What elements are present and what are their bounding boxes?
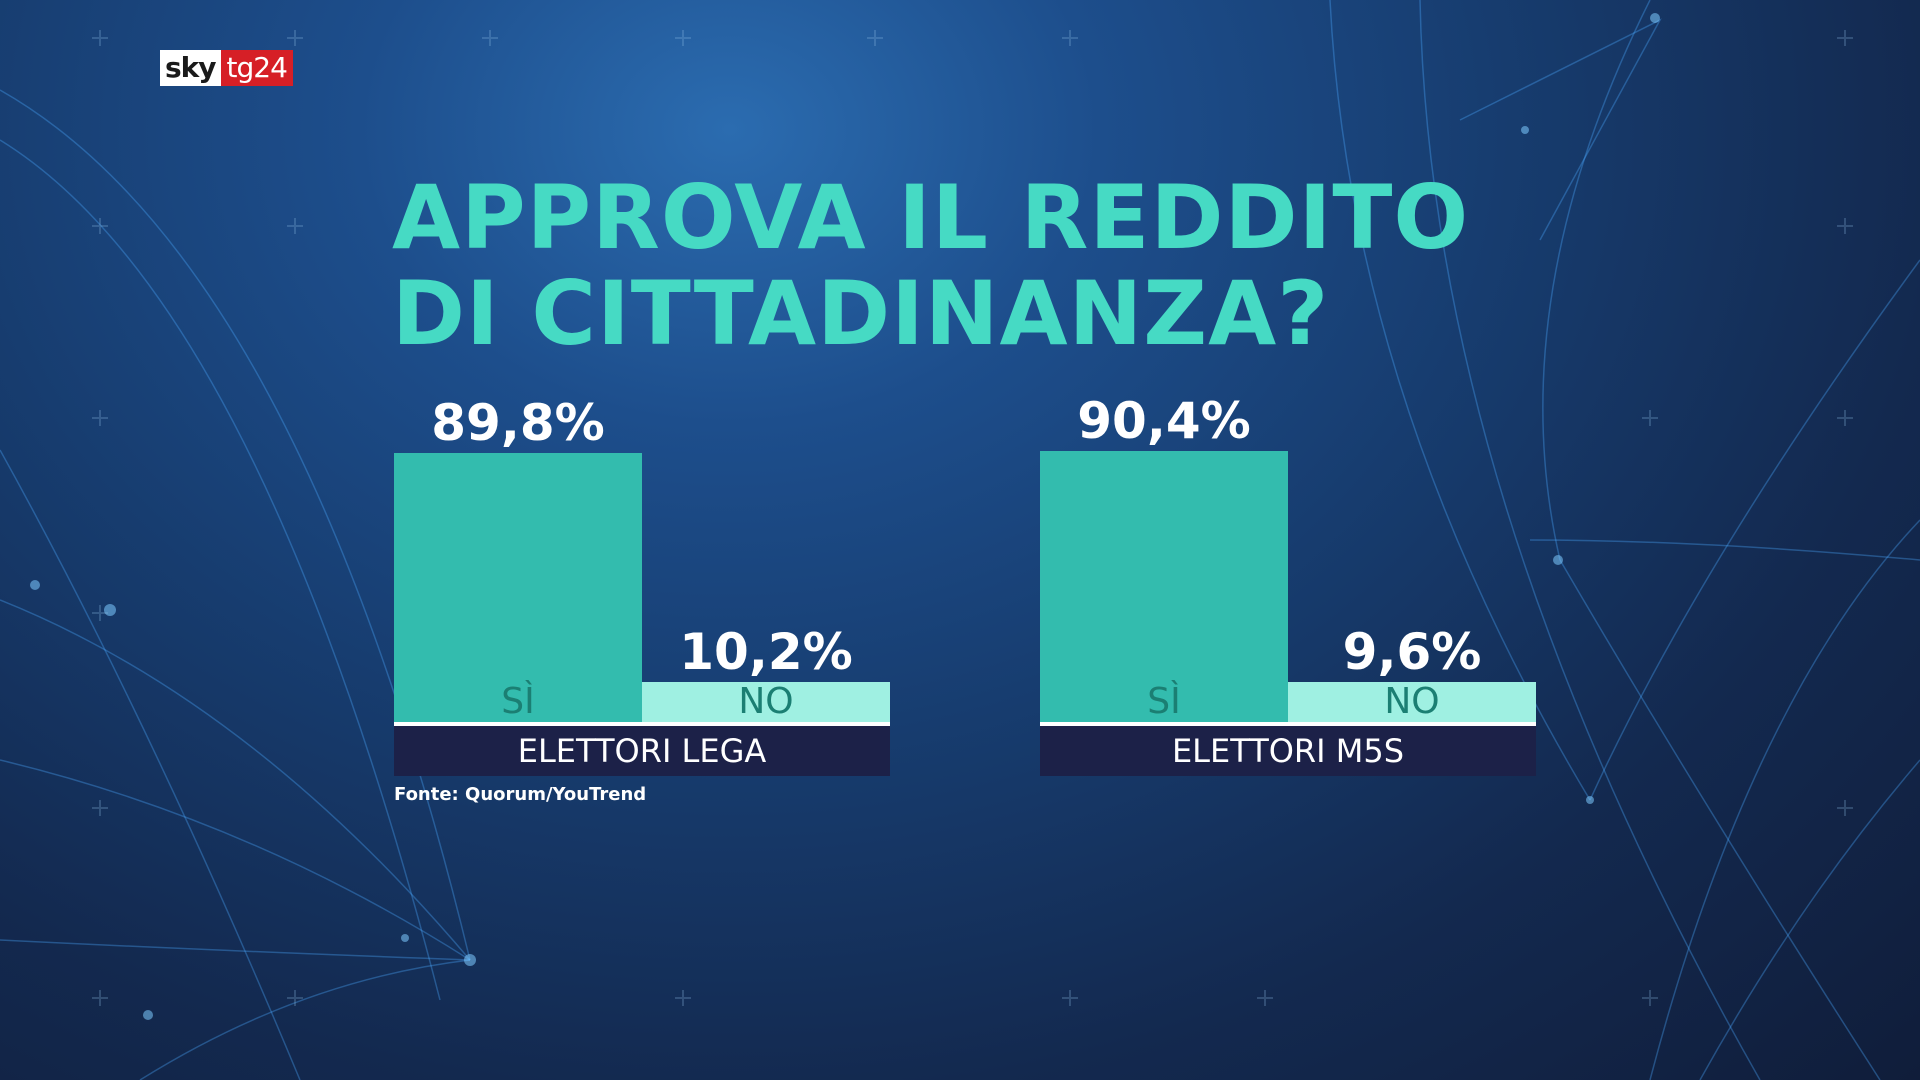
group-label-lega: ELETTORI LEGA — [394, 726, 890, 776]
bar-label-yes: SÌ — [1147, 681, 1181, 722]
value-label-yes: 89,8% — [431, 394, 605, 452]
bar-no: NO — [1288, 681, 1536, 722]
bar-no: NO — [642, 681, 890, 722]
chart-baseline — [1040, 722, 1536, 726]
value-label-no: 9,6% — [1342, 623, 1482, 681]
bar-label-no: NO — [738, 681, 794, 722]
bar-yes: SÌ — [394, 453, 642, 722]
chart-title: APPROVA IL REDDITO DI CITTADINANZA? — [392, 170, 1469, 362]
bar-label-no: NO — [1384, 681, 1440, 722]
title-line-1: APPROVA IL REDDITO — [392, 166, 1470, 269]
bar-label-yes: SÌ — [501, 681, 535, 722]
value-label-no: 10,2% — [679, 623, 853, 681]
bar-yes: SÌ — [1040, 451, 1288, 722]
value-label-yes: 90,4% — [1077, 392, 1251, 450]
chart-baseline — [394, 722, 890, 726]
source-note: Fonte: Quorum/YouTrend — [394, 784, 647, 805]
chart-elettori-lega: 89,8% SÌ 10,2% NO — [394, 360, 890, 722]
sky-tg24-logo: sky tg24 — [160, 50, 293, 86]
group-label-m5s: ELETTORI M5S — [1040, 726, 1536, 776]
logo-tg24: tg24 — [220, 50, 293, 86]
chart-elettori-m5s: 90,4% SÌ 9,6% NO — [1040, 360, 1536, 722]
logo-sky: sky — [160, 50, 221, 86]
title-line-2: DI CITTADINANZA? — [392, 262, 1330, 365]
